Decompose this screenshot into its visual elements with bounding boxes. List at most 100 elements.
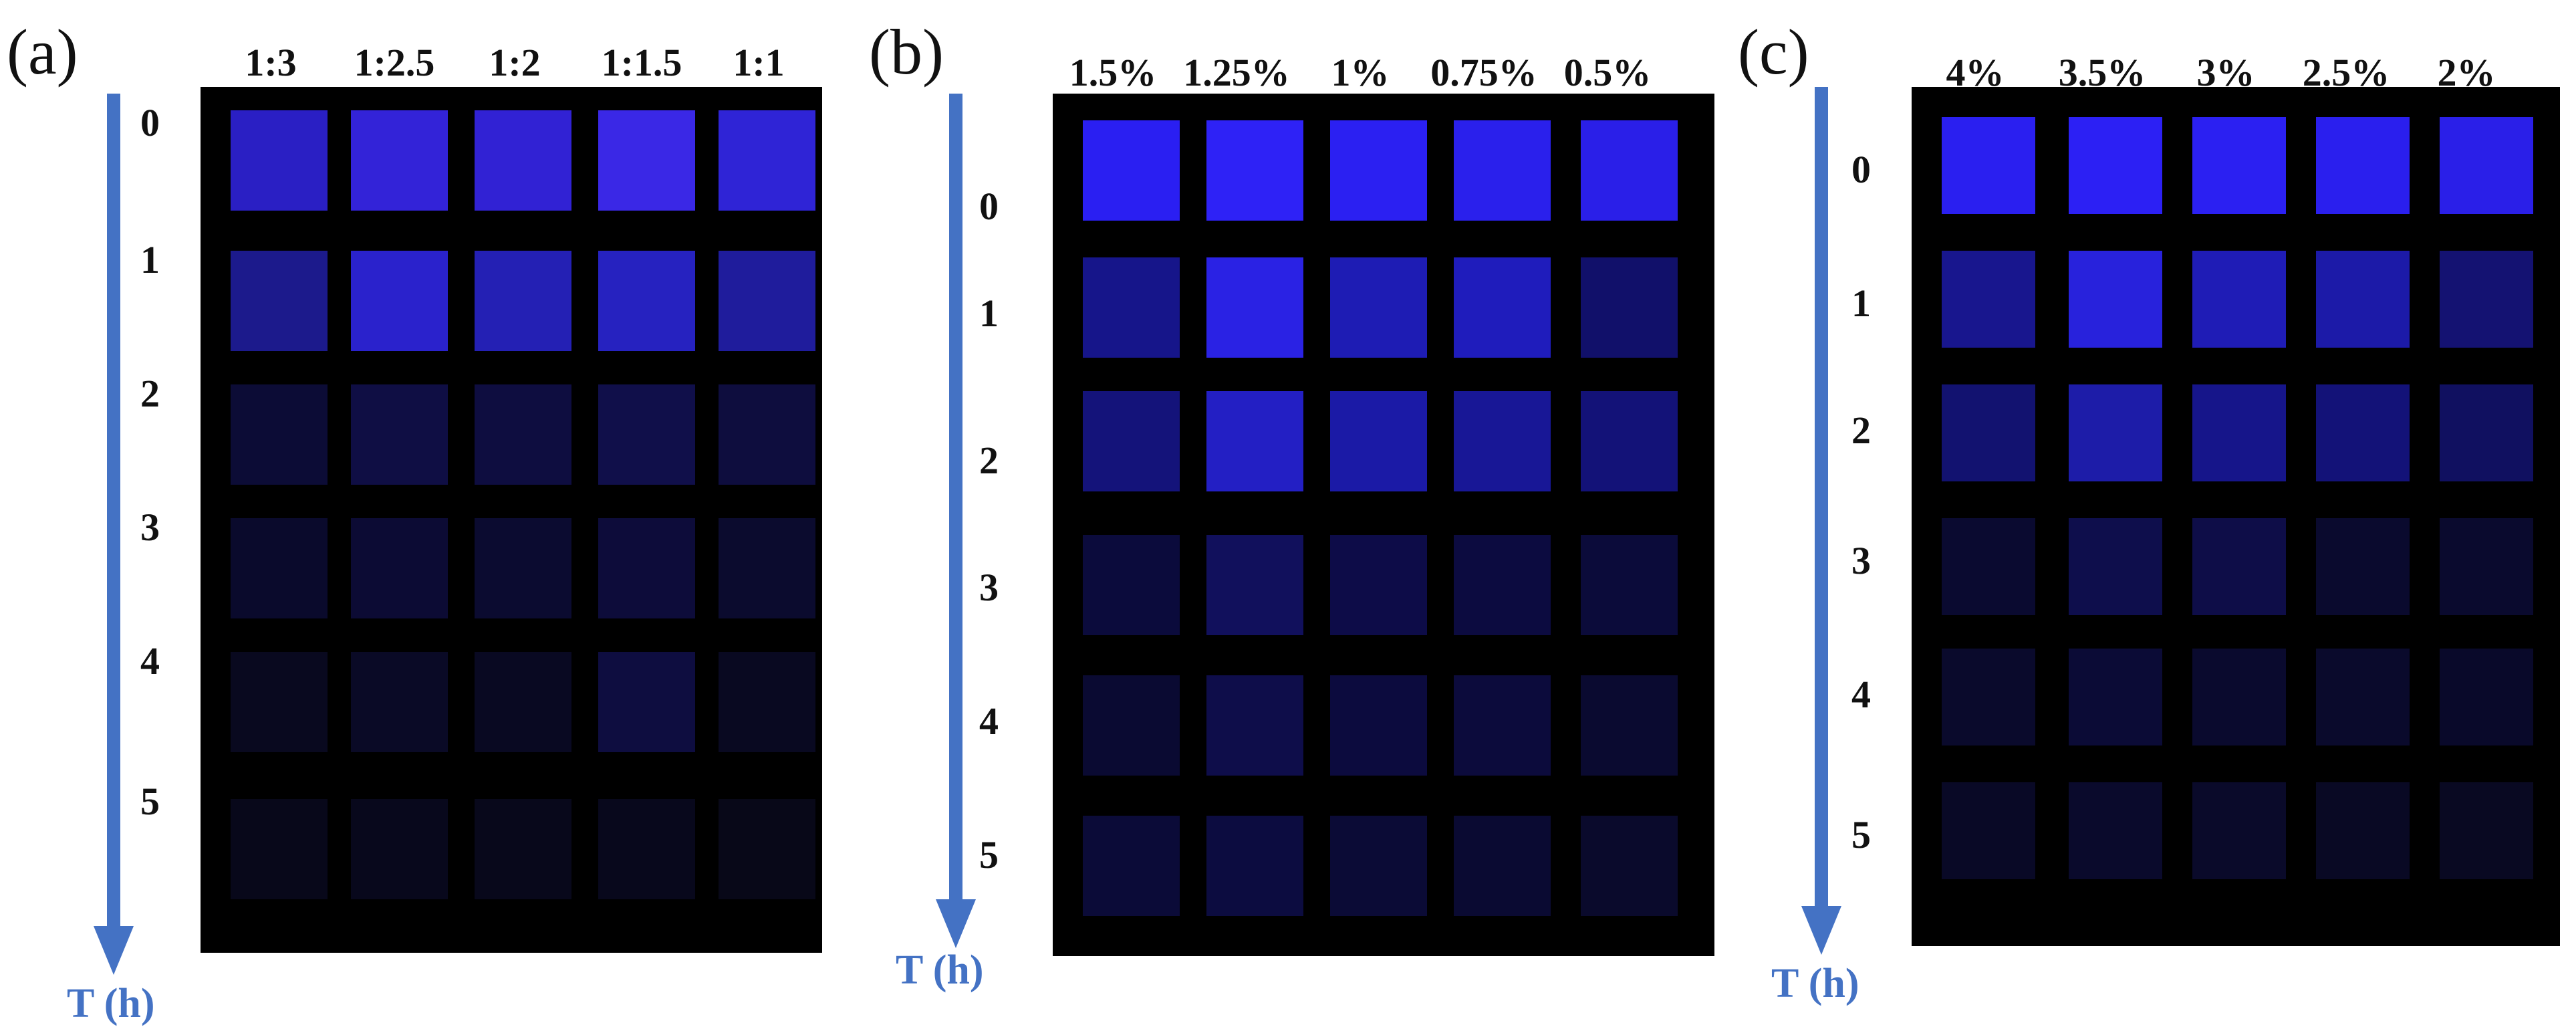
- row-label-c-2: 2: [1851, 409, 1871, 452]
- sample-swatch-b-r0-c4: [1581, 120, 1678, 221]
- sample-swatch-c-r1-c0: [1942, 251, 2035, 348]
- sample-swatch-a-r3-c4: [719, 518, 815, 618]
- sample-swatch-c-r0-c2: [2192, 117, 2286, 214]
- sample-swatch-b-r3-c4: [1581, 535, 1678, 635]
- sample-swatch-b-r5-c4: [1581, 816, 1678, 916]
- sample-swatch-b-r1-c3: [1454, 257, 1551, 358]
- sample-swatch-a-r2-c3: [598, 384, 695, 485]
- sample-swatch-b-r0-c2: [1330, 120, 1427, 221]
- column-label-b-3: 0.75%: [1430, 51, 1537, 94]
- column-label-b-0: 1.5%: [1069, 51, 1157, 94]
- row-label-a-3: 3: [140, 505, 160, 549]
- sample-swatch-b-r3-c1: [1206, 535, 1303, 635]
- sample-swatch-a-r1-c0: [231, 251, 328, 351]
- sample-swatch-a-r2-c0: [231, 384, 328, 485]
- row-label-b-0: 0: [979, 185, 999, 228]
- row-label-a-2: 2: [140, 372, 160, 415]
- sample-swatch-a-r5-c0: [231, 799, 328, 899]
- sample-swatch-a-r5-c2: [475, 799, 571, 899]
- sample-swatch-a-r5-c1: [351, 799, 448, 899]
- sample-swatch-c-r2-c4: [2440, 384, 2533, 481]
- sample-swatch-c-r5-c2: [2192, 782, 2286, 879]
- row-label-c-1: 1: [1851, 281, 1871, 325]
- sample-swatch-c-r1-c2: [2192, 251, 2286, 348]
- column-label-b-1: 1.25%: [1183, 51, 1290, 94]
- sample-swatch-a-r0-c4: [719, 110, 815, 211]
- sample-swatch-c-r0-c3: [2316, 117, 2410, 214]
- sample-swatch-c-r0-c1: [2069, 117, 2162, 214]
- sample-swatch-a-r1-c1: [351, 251, 448, 351]
- sample-swatch-b-r2-c1: [1206, 391, 1303, 491]
- sample-swatch-c-r2-c2: [2192, 384, 2286, 481]
- sample-plate-b: [1053, 94, 1714, 956]
- sample-swatch-c-r3-c4: [2440, 518, 2533, 615]
- panel-letter-c: (c): [1738, 16, 1809, 88]
- sample-swatch-a-r5-c4: [719, 799, 815, 899]
- column-label-a-3: 1:1.5: [601, 41, 682, 84]
- sample-swatch-b-r5-c1: [1206, 816, 1303, 916]
- sample-swatch-a-r1-c3: [598, 251, 695, 351]
- sample-swatch-b-r3-c0: [1083, 535, 1180, 635]
- time-axis-label-a: T (h): [67, 981, 155, 1026]
- column-label-c-3: 2.5%: [2302, 51, 2390, 94]
- sample-swatch-b-r5-c3: [1454, 816, 1551, 916]
- sample-swatch-b-r2-c2: [1330, 391, 1427, 491]
- sample-swatch-a-r4-c0: [231, 652, 328, 752]
- column-label-c-4: 2%: [2437, 51, 2496, 94]
- sample-swatch-c-r4-c2: [2192, 649, 2286, 745]
- row-label-a-1: 1: [140, 238, 160, 281]
- sample-swatch-a-r2-c2: [475, 384, 571, 485]
- sample-swatch-c-r4-c1: [2069, 649, 2162, 745]
- column-label-c-0: 4%: [1946, 51, 2005, 94]
- sample-swatch-a-r4-c4: [719, 652, 815, 752]
- sample-swatch-b-r2-c3: [1454, 391, 1551, 491]
- row-label-a-0: 0: [140, 101, 160, 144]
- sample-swatch-c-r0-c4: [2440, 117, 2533, 214]
- sample-swatch-c-r5-c0: [1942, 782, 2035, 879]
- sample-swatch-c-r1-c1: [2069, 251, 2162, 348]
- column-label-b-2: 1%: [1331, 51, 1390, 94]
- sample-swatch-b-r4-c4: [1581, 675, 1678, 776]
- sample-swatch-c-r1-c4: [2440, 251, 2533, 348]
- time-axis-label-b: T (h): [896, 947, 984, 993]
- sample-swatch-a-r4-c1: [351, 652, 448, 752]
- panel-letter-a: (a): [7, 16, 78, 88]
- sample-swatch-b-r1-c1: [1206, 257, 1303, 358]
- row-label-a-5: 5: [140, 780, 160, 823]
- sample-swatch-b-r3-c3: [1454, 535, 1551, 635]
- row-label-c-3: 3: [1851, 539, 1871, 582]
- sample-swatch-b-r4-c3: [1454, 675, 1551, 776]
- sample-swatch-c-r3-c1: [2069, 518, 2162, 615]
- sample-swatch-a-r2-c1: [351, 384, 448, 485]
- row-label-b-3: 3: [979, 566, 999, 609]
- row-label-c-5: 5: [1851, 813, 1871, 856]
- column-label-b-4: 0.5%: [1563, 51, 1652, 94]
- sample-swatch-a-r1-c4: [719, 251, 815, 351]
- sample-swatch-c-r2-c3: [2316, 384, 2410, 481]
- time-axis-arrow-b: [936, 94, 976, 948]
- sample-swatch-c-r3-c2: [2192, 518, 2286, 615]
- row-label-b-1: 1: [979, 292, 999, 335]
- sample-swatch-b-r2-c0: [1083, 391, 1180, 491]
- sample-swatch-a-r1-c2: [475, 251, 571, 351]
- sample-swatch-c-r4-c4: [2440, 649, 2533, 745]
- sample-swatch-a-r4-c3: [598, 652, 695, 752]
- sample-swatch-a-r0-c0: [231, 110, 328, 211]
- sample-swatch-a-r0-c3: [598, 110, 695, 211]
- sample-swatch-b-r5-c2: [1330, 816, 1427, 916]
- sample-swatch-a-r5-c3: [598, 799, 695, 899]
- panel-letter-b: (b): [869, 16, 944, 88]
- row-label-a-4: 4: [140, 639, 160, 683]
- sample-swatch-a-r3-c3: [598, 518, 695, 618]
- sample-swatch-a-r2-c4: [719, 384, 815, 485]
- sample-swatch-c-r2-c1: [2069, 384, 2162, 481]
- row-label-b-2: 2: [979, 439, 999, 482]
- sample-swatch-b-r0-c3: [1454, 120, 1551, 221]
- sample-swatch-c-r1-c3: [2316, 251, 2410, 348]
- time-axis-arrow-a: [94, 94, 134, 975]
- sample-swatch-b-r1-c2: [1330, 257, 1427, 358]
- column-label-a-0: 1:3: [245, 41, 297, 84]
- sample-swatch-a-r3-c2: [475, 518, 571, 618]
- time-axis-arrow-c: [1801, 87, 1841, 955]
- sample-swatch-c-r4-c3: [2316, 649, 2410, 745]
